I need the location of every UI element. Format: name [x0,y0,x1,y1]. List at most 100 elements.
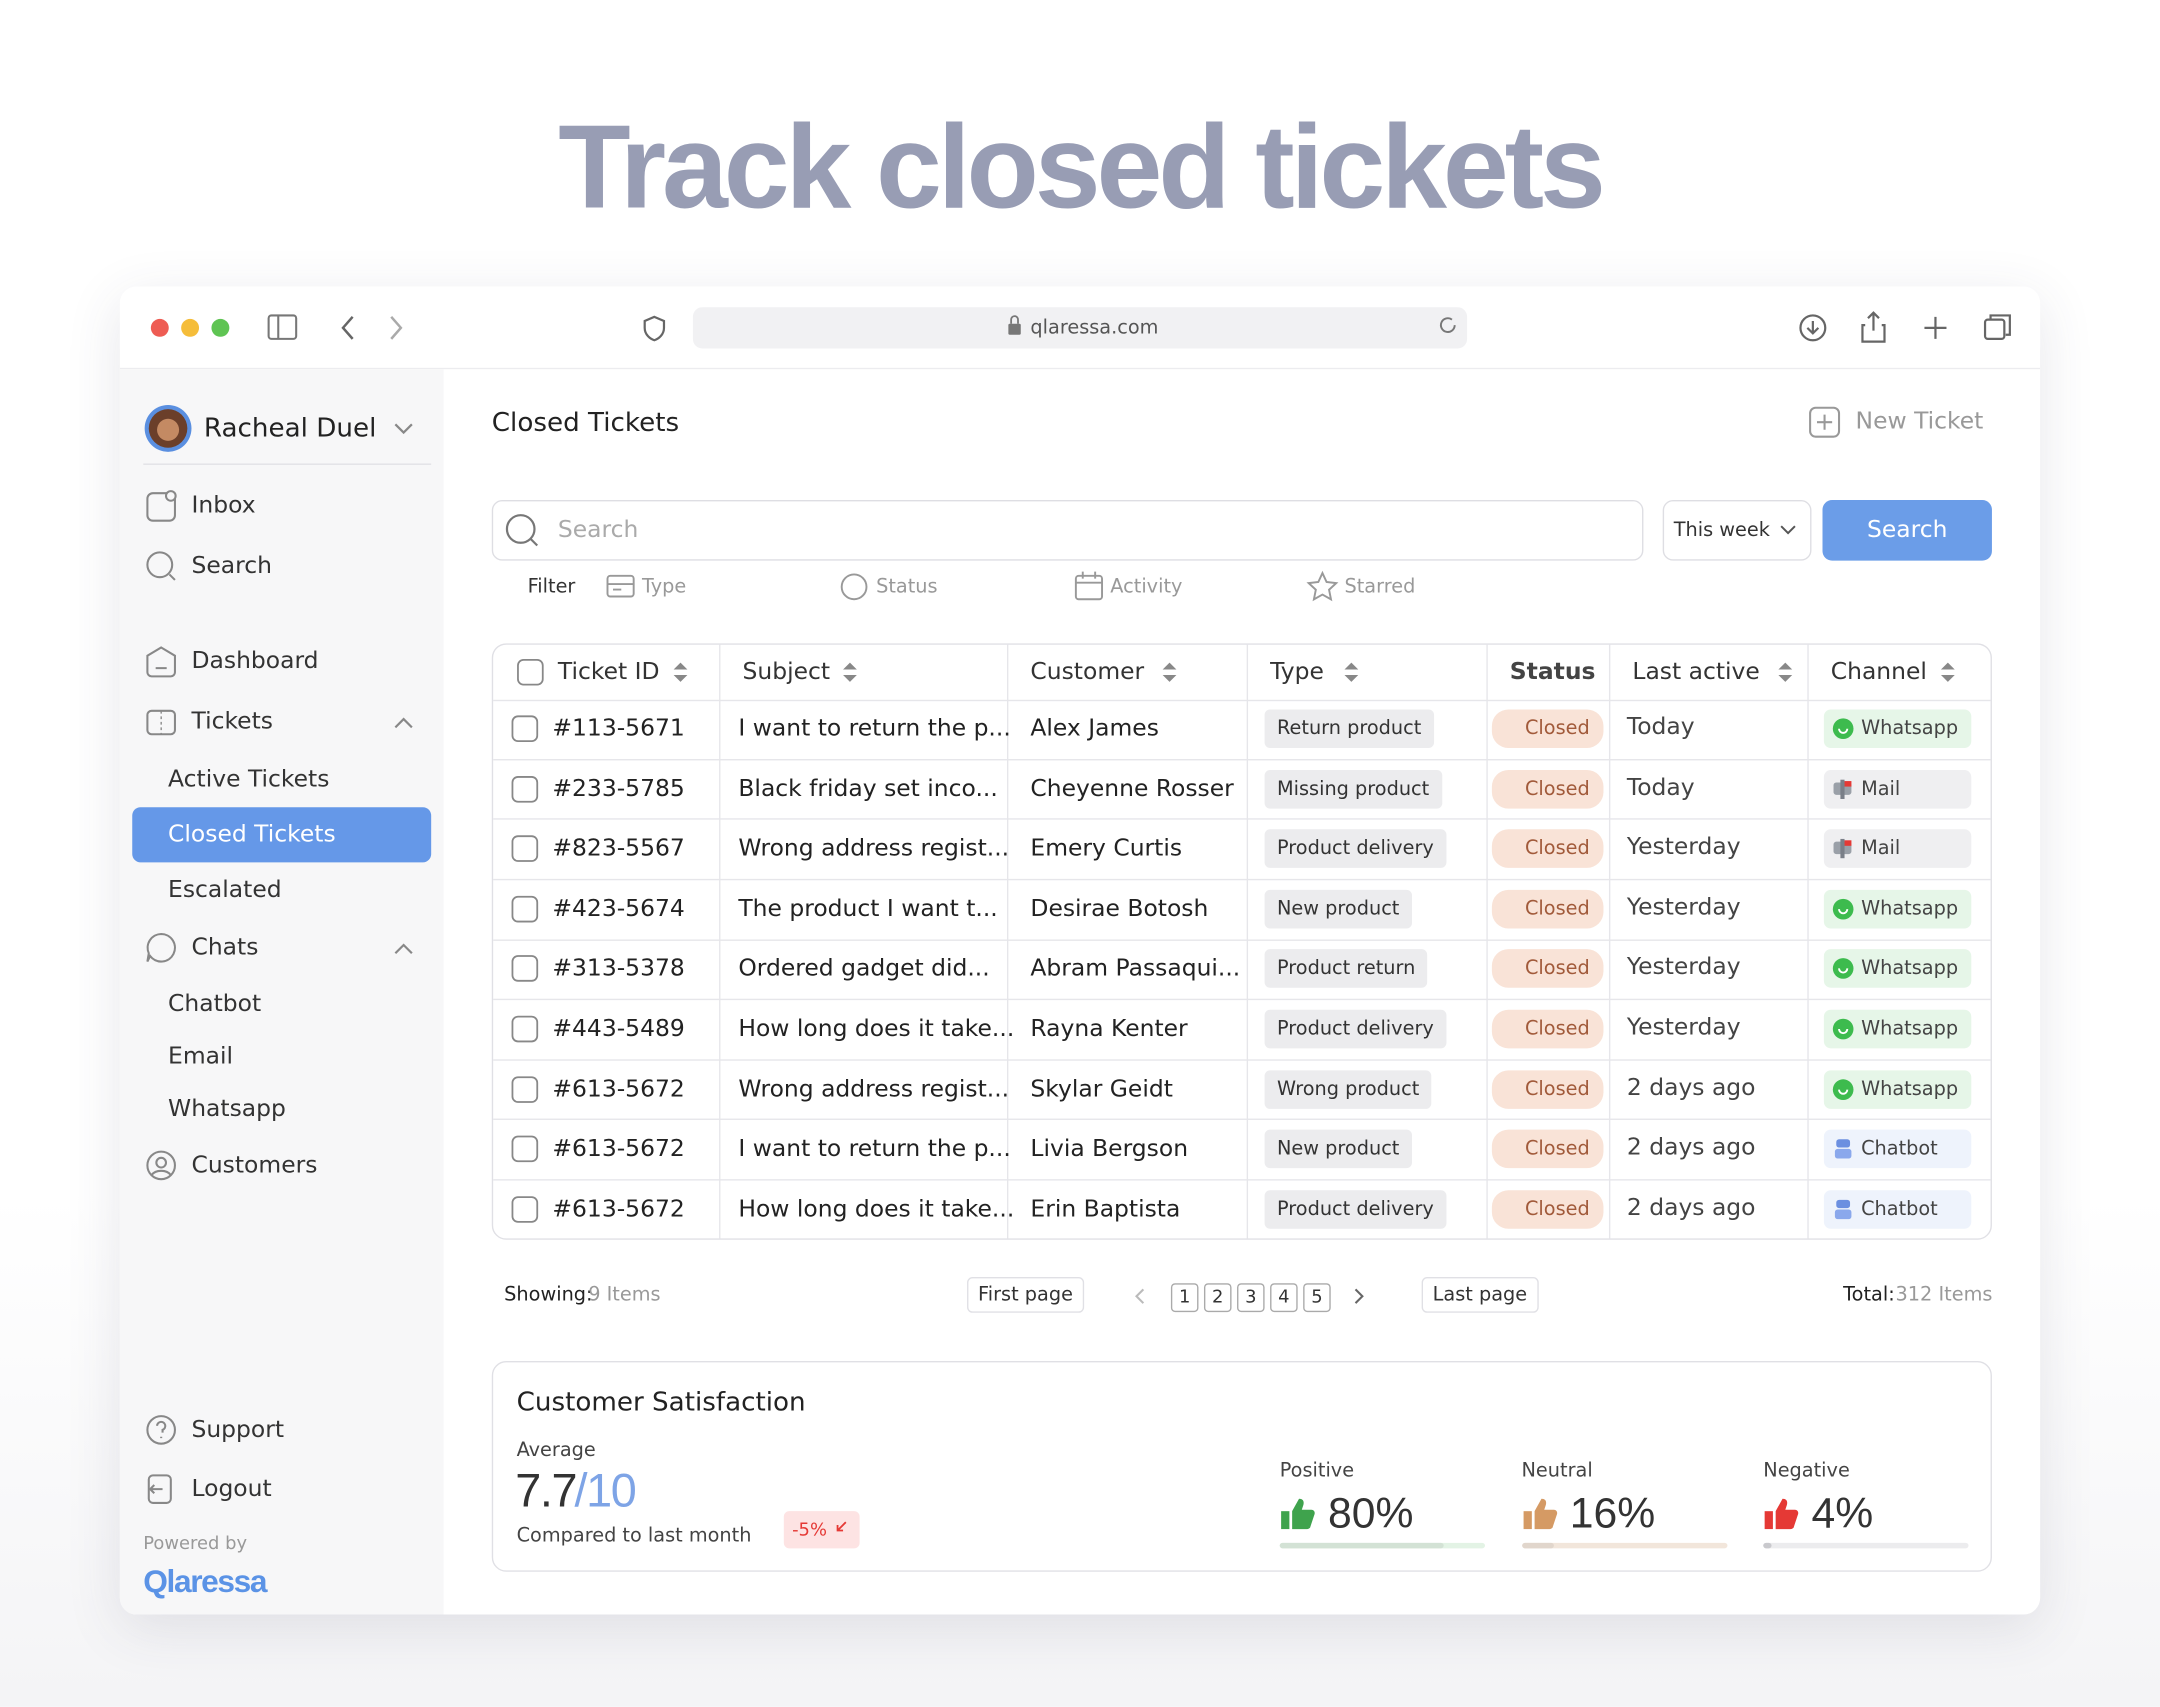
new-ticket-button[interactable]: New Ticket [1855,407,1984,436]
sentiment-name: Negative [1763,1460,1850,1483]
nav-item[interactable]: Email [168,1042,234,1071]
last-active: Yesterday [1626,953,1741,982]
row-divider [493,998,1991,1001]
search-input[interactable]: Search [557,516,639,545]
nav-item[interactable]: Inbox [191,491,256,520]
status-badge: Closed [1491,769,1604,809]
sentiment-bar [1279,1542,1444,1549]
column-divider [1246,644,1249,1239]
nav-item-active[interactable]: Closed Tickets [168,821,336,849]
type-badge: New product [1264,889,1412,929]
sort-icon [1777,661,1794,683]
filter[interactable]: Starred [1344,575,1416,598]
status-badge: Closed [1491,829,1604,869]
ticket-id[interactable]: #613-5672 [552,1075,685,1103]
card-title: Customer Satisfaction [516,1387,806,1418]
period-select[interactable]: This week [1673,519,1770,542]
checkbox [511,895,539,923]
column-header[interactable]: Ticket ID [557,658,660,687]
nav-item[interactable]: Logout [191,1475,272,1503]
subject: I want to return the p... [738,1135,1011,1163]
sentiment-value: 4% [1811,1489,1874,1538]
channel-icon [1832,1078,1854,1100]
page-number[interactable]: 3 [1237,1283,1265,1313]
customer: Emery Curtis [1030,835,1183,863]
sentiment-bar [1763,1542,1772,1549]
row-divider [493,699,1991,702]
toolbar [119,287,2041,370]
page-number[interactable]: 1 [1170,1283,1199,1313]
subject: Wrong address regist... [738,835,1010,863]
column-divider [1006,644,1009,1239]
row-divider [493,878,1991,881]
nav-icon [145,705,179,739]
last-page[interactable]: Last page [1421,1276,1539,1313]
column-header[interactable]: Last active [1632,658,1760,687]
filter[interactable]: Type [641,575,687,598]
customer: Rayna Kenter [1030,1015,1188,1043]
nav-icon [145,1413,179,1447]
subject: I want to return the p... [738,714,1011,743]
nav-item[interactable]: Customers [191,1151,318,1180]
last-active: 2 days ago [1626,1194,1756,1222]
ticket-id[interactable]: #823-5567 [552,835,685,863]
sort-icon [672,661,689,683]
page-title: Closed Tickets [491,407,680,439]
column-header[interactable]: Status [1509,658,1596,687]
nav-item[interactable]: Escalated [168,876,282,904]
page-number[interactable]: 4 [1270,1283,1298,1313]
type-badge: Product return [1264,949,1428,989]
ticket-id[interactable]: #423-5674 [552,895,685,923]
nav-icon [145,1473,179,1507]
type-badge: Product delivery [1264,1009,1447,1049]
type-badge: Return product [1264,709,1434,749]
column-header[interactable]: Customer [1030,658,1145,687]
customer: Livia Bergson [1030,1135,1189,1163]
ticket-id[interactable]: #443-5489 [552,1015,685,1043]
nav-item[interactable]: Chatbot [168,990,262,1019]
customer: Erin Baptista [1030,1195,1181,1223]
page-number[interactable]: 5 [1303,1283,1331,1313]
thumb-icon [1522,1496,1558,1532]
channel-icon [1832,958,1854,980]
column-header[interactable]: Type [1270,658,1324,687]
sentiment-value: 16% [1569,1489,1656,1538]
channel-icon [1832,718,1854,740]
nav-item[interactable]: Whatsapp [168,1095,286,1123]
ticket-id[interactable]: #233-5785 [552,775,685,803]
total-count: 312 Items [1895,1283,1993,1306]
page-number[interactable]: 2 [1203,1283,1232,1313]
channel-icon [1832,898,1854,920]
first-page[interactable]: First page [967,1276,1084,1313]
nav-item[interactable]: Tickets [191,708,273,736]
filter[interactable]: Status [876,575,938,598]
nav-active-bg [132,807,432,863]
nav-item[interactable]: Active Tickets [168,765,330,794]
customer: Skylar Geidt [1030,1075,1173,1103]
ticket-id[interactable]: #613-5672 [552,1195,685,1223]
search-button[interactable]: Search [1866,516,1948,545]
channel-icon [1832,1018,1854,1040]
column-header[interactable]: Channel [1830,658,1927,687]
ticket-id[interactable]: #113-5671 [552,714,685,743]
nav-item[interactable]: Search [191,552,272,580]
nav-item[interactable]: Support [191,1416,285,1444]
filter[interactable]: Activity [1110,575,1183,598]
ticket-id[interactable]: #613-5672 [552,1135,685,1163]
subject: How long does it take... [738,1015,1015,1043]
nav-icon [145,550,179,584]
ticket-id[interactable]: #313-5378 [552,955,685,983]
nav-icon [145,931,179,965]
url: qlaressa.com [1030,316,1159,339]
nav-item[interactable]: Chats [191,933,259,962]
column-header[interactable]: Subject [742,658,831,687]
nav-icon [145,645,179,679]
sentiment-value: 80% [1327,1489,1414,1538]
status-badge: Closed [1491,949,1604,989]
nav-item[interactable]: Dashboard [191,647,319,675]
subject: Black friday set inco... [738,775,998,803]
sort-icon [842,661,859,683]
status-badge: Closed [1491,1189,1604,1229]
